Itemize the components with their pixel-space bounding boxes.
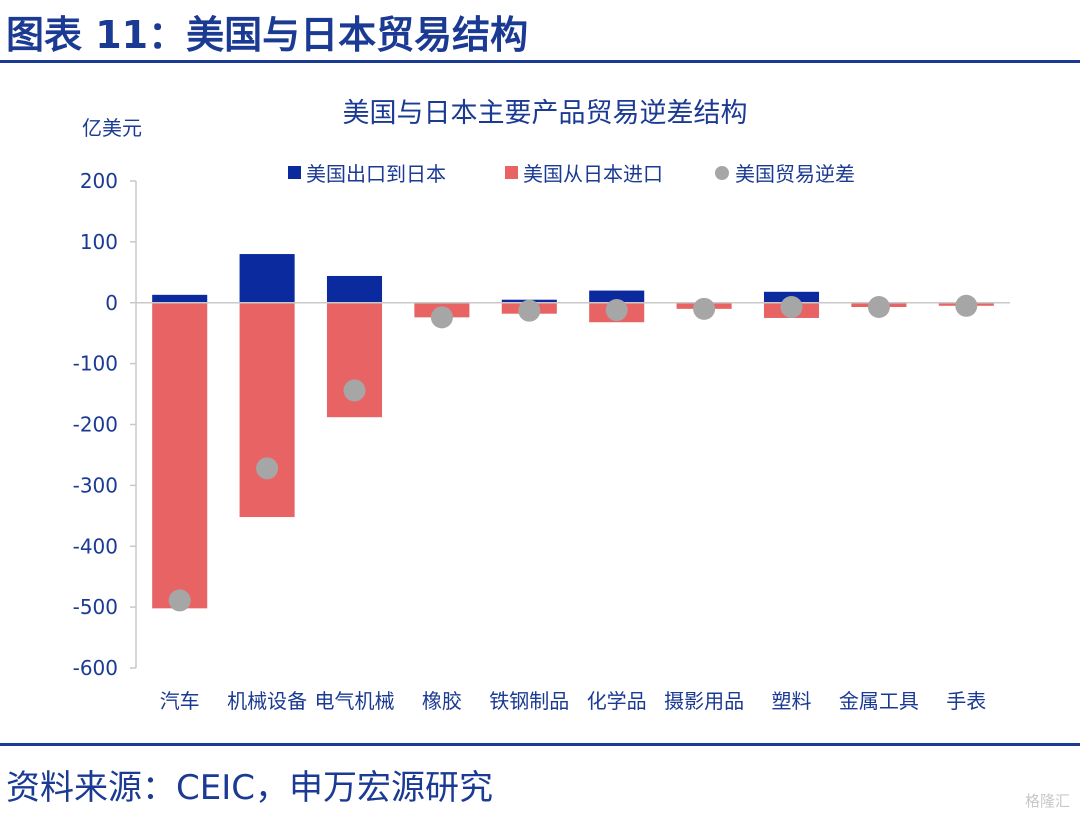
import-bar bbox=[239, 302, 295, 518]
top-rule bbox=[0, 60, 1080, 63]
watermark-text: 格隆汇 bbox=[1024, 792, 1070, 810]
deficit-point bbox=[955, 294, 978, 317]
source-note: 资料来源：CEIC，申万宏源研究 bbox=[6, 768, 493, 808]
x-tick-label: 手表 bbox=[946, 689, 986, 713]
export-bar bbox=[239, 254, 295, 303]
deficit-point bbox=[780, 296, 803, 319]
chart: 美国与日本主要产品贸易逆差结构 亿美元 美国出口到日本 美国从日本进口 美国贸易… bbox=[73, 98, 1010, 713]
y-tick-label: -100 bbox=[73, 352, 118, 376]
x-tick-label: 汽车 bbox=[160, 689, 200, 713]
y-axis: 200 100 0 -100 -200 -300 -400 -500 -600 bbox=[73, 169, 137, 680]
import-bars bbox=[152, 302, 994, 609]
y-tick-label: -300 bbox=[73, 473, 118, 497]
deficit-point bbox=[693, 297, 716, 320]
legend-label-deficit: 美国贸易逆差 bbox=[735, 162, 855, 186]
x-axis: 汽车 机械设备 电气机械 橡胶 铁钢制品 化学品 摄影用品 塑料 金属工具 手表 bbox=[160, 689, 987, 713]
deficit-point bbox=[518, 299, 541, 322]
x-tick-label: 机械设备 bbox=[227, 689, 307, 713]
legend-swatch-export bbox=[288, 166, 301, 179]
deficit-point bbox=[867, 296, 890, 319]
legend-marker-deficit bbox=[715, 166, 729, 180]
deficit-point bbox=[256, 457, 279, 480]
x-tick-label: 铁钢制品 bbox=[489, 689, 569, 713]
legend-label-export: 美国出口到日本 bbox=[306, 162, 446, 186]
x-tick-label: 摄影用品 bbox=[664, 689, 744, 713]
y-tick-label: -400 bbox=[73, 534, 118, 558]
x-tick-label: 化学品 bbox=[587, 689, 647, 713]
bottom-rule bbox=[0, 743, 1080, 746]
legend: 美国出口到日本 美国从日本进口 美国贸易逆差 bbox=[288, 162, 855, 186]
deficit-point bbox=[605, 299, 628, 322]
deficit-point bbox=[168, 589, 191, 612]
export-bars bbox=[152, 254, 820, 303]
legend-label-import: 美国从日本进口 bbox=[523, 162, 663, 186]
y-axis-unit: 亿美元 bbox=[82, 116, 142, 140]
chart-title: 美国与日本主要产品贸易逆差结构 bbox=[343, 98, 748, 129]
import-bar bbox=[152, 302, 208, 609]
export-bar bbox=[589, 290, 645, 303]
y-tick-label: -500 bbox=[73, 595, 118, 619]
y-tick-label: 100 bbox=[80, 230, 118, 254]
x-tick-label: 电气机械 bbox=[315, 689, 395, 713]
y-tick-label: -600 bbox=[73, 656, 118, 680]
deficit-point bbox=[430, 306, 453, 329]
x-tick-label: 塑料 bbox=[772, 689, 812, 713]
y-tick-label: -200 bbox=[73, 413, 118, 437]
figure-title: 图表 11：美国与日本贸易结构 bbox=[6, 13, 529, 57]
export-bar bbox=[326, 275, 383, 303]
deficit-points bbox=[168, 294, 978, 612]
y-tick-label: 0 bbox=[105, 291, 118, 315]
x-tick-label: 橡胶 bbox=[422, 689, 462, 713]
y-tick-label: 200 bbox=[80, 169, 118, 193]
export-bar bbox=[152, 294, 208, 303]
x-tick-label: 金属工具 bbox=[839, 689, 919, 713]
deficit-point bbox=[343, 379, 366, 402]
legend-swatch-import bbox=[505, 166, 518, 179]
